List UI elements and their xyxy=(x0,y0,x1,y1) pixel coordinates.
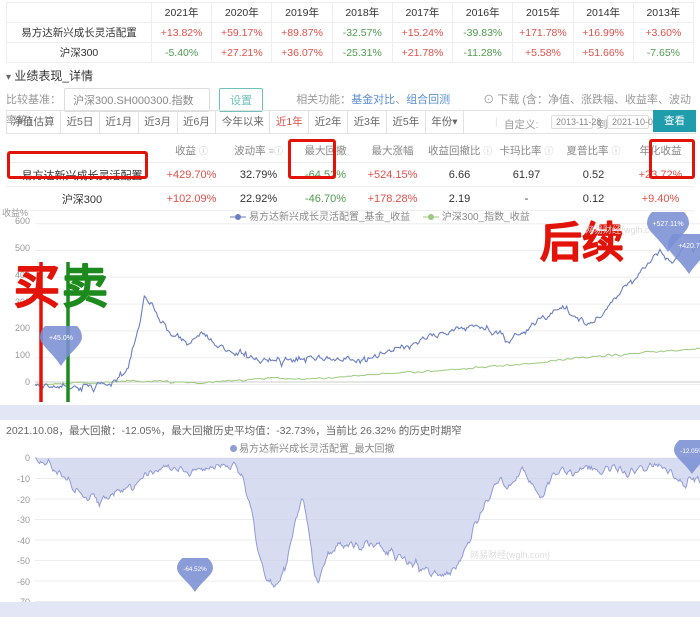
svg-text:+45.0%: +45.0% xyxy=(49,335,73,342)
svg-text:+420.7: +420.7 xyxy=(678,243,700,250)
svg-text:-64.52%: -64.52% xyxy=(183,566,207,573)
svg-text:+527.11%: +527.11% xyxy=(652,221,683,228)
svg-text:-12.05%: -12.05% xyxy=(680,448,700,455)
